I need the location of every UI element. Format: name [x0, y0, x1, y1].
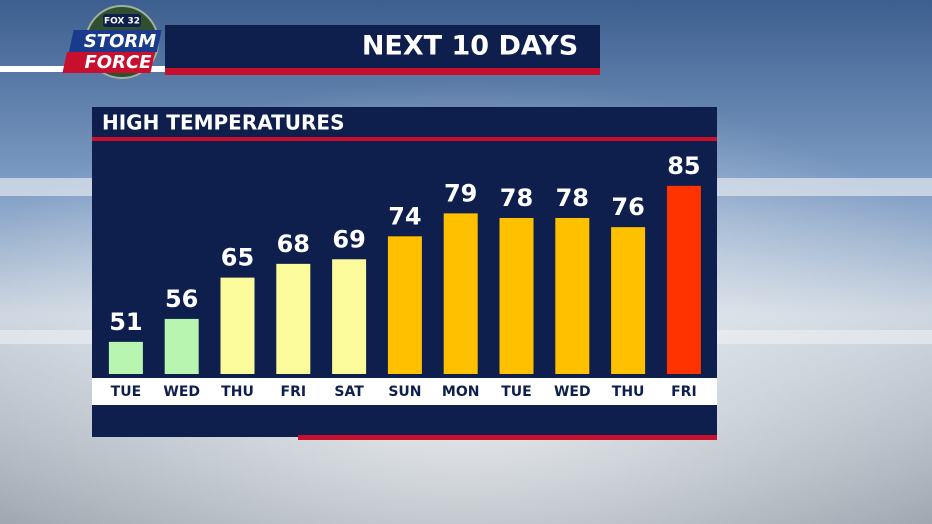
value-label: 79	[444, 179, 477, 207]
bar	[611, 227, 646, 374]
value-label: 65	[221, 244, 254, 272]
category-label: MON	[442, 384, 480, 400]
value-label: 76	[611, 193, 644, 221]
category-label: FRI	[281, 384, 307, 400]
bar	[108, 341, 143, 374]
category-label: SAT	[334, 384, 364, 400]
logo-network: FOX 32	[104, 17, 140, 27]
value-label: 69	[332, 225, 365, 253]
header-stripe	[92, 137, 717, 141]
value-label: 78	[556, 184, 589, 212]
subtitle: HIGH TEMPERATURES	[102, 111, 345, 135]
title-banner	[165, 25, 600, 68]
logo-tag	[103, 14, 141, 27]
value-label: 51	[109, 308, 142, 336]
bar	[276, 263, 311, 374]
bar	[555, 217, 590, 374]
category-label: SUN	[388, 384, 421, 400]
title: NEXT 10 DAYS	[362, 31, 578, 62]
category-label: TUE	[111, 384, 141, 400]
category-label: WED	[163, 384, 200, 400]
category-strip	[92, 378, 717, 405]
category-label: THU	[612, 384, 645, 400]
bar	[499, 217, 534, 374]
title-stripe	[165, 68, 600, 75]
bar	[443, 213, 478, 374]
value-label: 78	[500, 184, 533, 212]
value-label: 56	[165, 285, 198, 313]
bars: TUE 51 WED 56 THU 65 FRI 68 SAT 69 SUN 74 MON 79 TUE 78…	[108, 152, 701, 400]
bar	[666, 185, 701, 374]
bar	[332, 259, 367, 374]
logo-line2: FORCE	[85, 52, 153, 73]
category-label: FRI	[671, 384, 697, 400]
footer-stripe	[298, 435, 717, 440]
category-label: TUE	[501, 384, 531, 400]
bar	[164, 318, 199, 374]
logo-line1: STORM	[84, 31, 156, 52]
category-label: THU	[221, 384, 254, 400]
value-label: 74	[388, 202, 421, 230]
bar	[220, 277, 255, 374]
logo-bar	[68, 30, 162, 52]
logo-bar	[62, 52, 155, 73]
category-label: WED	[554, 384, 591, 400]
bar	[387, 236, 422, 374]
value-label: 68	[277, 230, 310, 258]
value-label: 85	[667, 152, 700, 180]
